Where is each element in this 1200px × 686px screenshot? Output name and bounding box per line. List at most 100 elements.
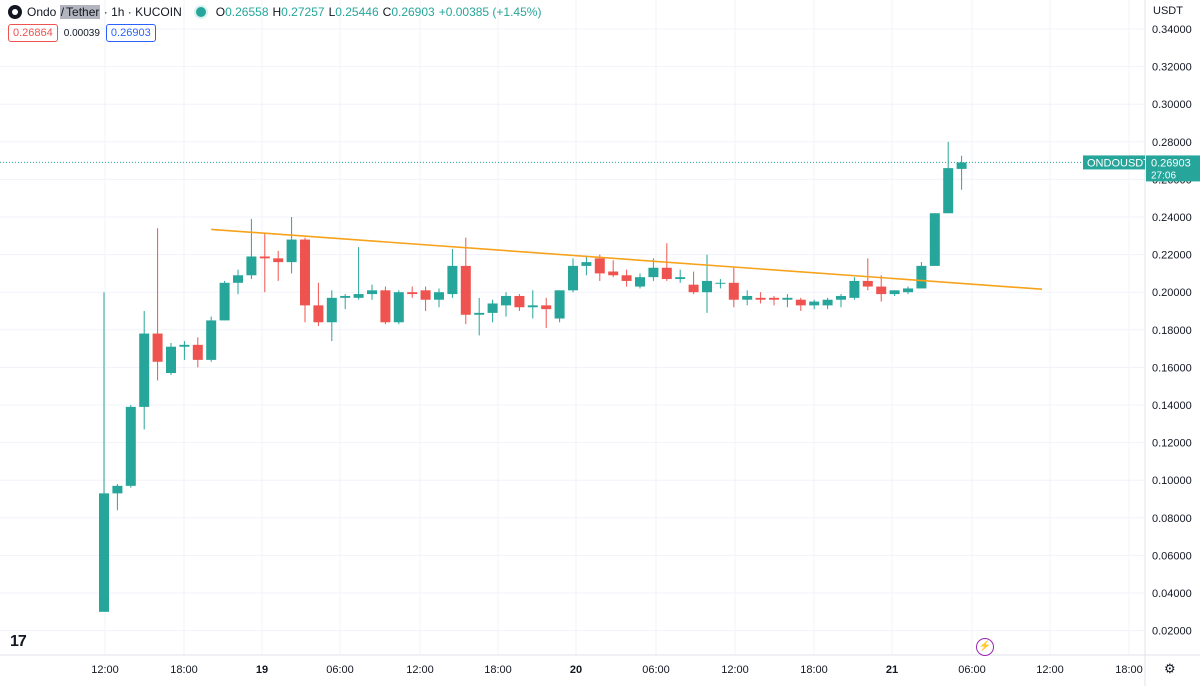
candle — [313, 282, 324, 327]
y-tick-label: 0.16000 — [1152, 362, 1192, 374]
candle-body — [474, 312, 485, 315]
candle-body — [286, 239, 297, 263]
y-tick-label: 0.06000 — [1152, 550, 1192, 562]
candle-body — [809, 301, 820, 306]
candle-body — [326, 297, 337, 323]
y-tick-label: 0.14000 — [1152, 400, 1192, 412]
change-value: +0.00385 (+1.45%) — [438, 5, 542, 19]
gear-icon[interactable]: ⚙ — [1164, 661, 1176, 676]
y-tick-label: 0.32000 — [1152, 62, 1192, 74]
candle-body — [635, 277, 645, 287]
candle — [166, 342, 176, 375]
candle — [434, 288, 444, 308]
candle — [849, 277, 860, 300]
candle-body — [246, 256, 257, 276]
candle — [125, 405, 136, 488]
candle — [501, 292, 511, 317]
currency-unit-label[interactable]: USDT — [1153, 5, 1183, 17]
candle — [152, 228, 163, 381]
candle-body — [434, 292, 444, 300]
candle — [273, 250, 284, 281]
candle — [836, 294, 846, 308]
candle-body — [541, 305, 552, 310]
x-tick-label: 18:00 — [1115, 664, 1143, 676]
candle-body — [608, 271, 619, 276]
candle-body — [594, 258, 605, 274]
lightning-icon[interactable]: ⚡ — [976, 638, 994, 656]
candle-body — [876, 286, 887, 295]
candle-body — [728, 282, 739, 300]
candle — [916, 262, 927, 289]
x-tick-label: 19 — [256, 664, 268, 676]
sell-price-button[interactable]: 0.26864 — [8, 24, 58, 42]
candle-body — [420, 290, 431, 300]
candle-body — [822, 299, 833, 306]
symbol-separator: / — [59, 5, 66, 19]
x-tick-label: 12:00 — [1036, 664, 1064, 676]
candle — [635, 273, 645, 289]
y-tick-label: 0.34000 — [1152, 24, 1192, 36]
candle-body — [125, 406, 136, 486]
close-label: C — [382, 5, 392, 19]
candle-body — [554, 290, 565, 319]
market-status-icon[interactable] — [195, 7, 206, 17]
candle-body — [943, 168, 954, 214]
x-tick-label: 06:00 — [326, 664, 354, 676]
candle — [742, 290, 753, 306]
x-tick-label: 21 — [886, 664, 898, 676]
candle-body — [889, 290, 900, 295]
candle — [782, 294, 793, 308]
candle-body — [112, 485, 123, 494]
trendline — [211, 228, 1043, 290]
symbol-tag-text: ONDOUSDT — [1087, 157, 1150, 169]
candle-body — [99, 493, 109, 612]
candle — [862, 258, 873, 291]
candle-body — [192, 344, 203, 360]
interval-exchange[interactable]: · 1h · KUCOIN — [103, 5, 182, 19]
candle-body — [353, 294, 364, 298]
candle-body — [661, 267, 672, 280]
candle — [474, 297, 485, 336]
tradingview-logo-icon[interactable]: 17 — [10, 633, 27, 650]
candle — [527, 290, 538, 319]
candle-body — [340, 295, 351, 298]
y-tick-label: 0.18000 — [1152, 325, 1192, 337]
x-tick-label: 12:00 — [91, 664, 119, 676]
candle — [259, 233, 270, 293]
candle-body — [460, 265, 471, 315]
y-tick-label: 0.20000 — [1152, 287, 1192, 299]
candle-body — [233, 275, 243, 283]
x-tick-label: 18:00 — [484, 664, 512, 676]
y-tick-label: 0.22000 — [1152, 250, 1192, 262]
candle — [219, 280, 230, 321]
close-value: 0.26903 — [391, 5, 435, 19]
symbol-base[interactable]: Ondo — [27, 5, 57, 19]
candle — [621, 269, 632, 287]
candle-body — [313, 305, 324, 323]
candle — [447, 248, 458, 298]
candle-body — [862, 280, 873, 287]
open-value: 0.26558 — [225, 5, 269, 19]
x-tick-label: 18:00 — [170, 664, 198, 676]
candle-body — [527, 305, 538, 308]
high-label: H — [272, 5, 282, 19]
candle-body — [849, 280, 860, 298]
candle-body — [742, 295, 753, 300]
candle-body — [179, 344, 190, 347]
countdown-value: 27:06 — [1151, 170, 1176, 181]
candle — [688, 271, 699, 295]
buy-price-button[interactable]: 0.26903 — [105, 24, 156, 42]
candle-body — [795, 299, 806, 306]
candle — [139, 311, 150, 430]
symbol-quote[interactable]: Tether — [65, 5, 101, 19]
candle — [943, 141, 954, 214]
candle — [554, 290, 565, 323]
candle-body — [259, 256, 270, 259]
y-tick-label: 0.02000 — [1152, 626, 1192, 638]
candle — [608, 260, 619, 278]
candle — [675, 269, 686, 283]
candle — [300, 237, 310, 323]
candle — [715, 279, 726, 289]
